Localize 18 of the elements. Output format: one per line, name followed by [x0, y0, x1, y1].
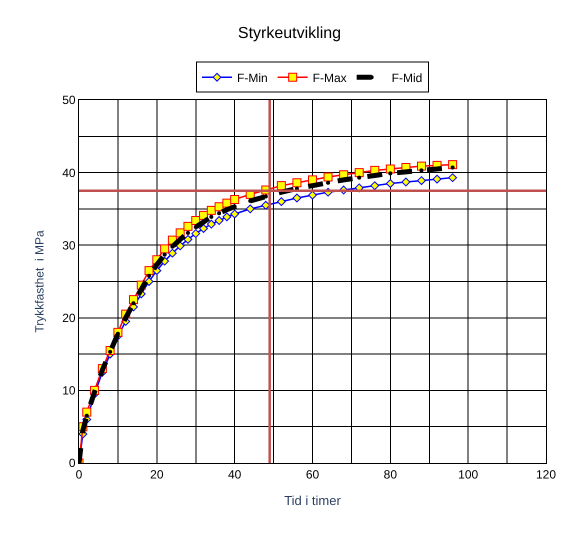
x-axis-title: Tid i timer [284, 493, 342, 508]
y-tick-label: 10 [62, 384, 76, 398]
y-tick-label: 30 [62, 238, 76, 252]
y-axis-title: Trykkfasthet i MPa [32, 230, 47, 333]
y-tick-label: 20 [62, 311, 76, 325]
x-tick-label: 60 [306, 467, 320, 482]
legend-label: F-Min [237, 70, 268, 85]
y-tick-label: 50 [62, 93, 76, 108]
x-tick-label: 40 [228, 467, 242, 482]
legend-label: F-Mid [392, 70, 422, 85]
legend-label: F-Max [312, 70, 347, 85]
x-tick-label: 80 [384, 467, 398, 482]
y-tick-label: 40 [62, 166, 76, 180]
x-tick-label: 20 [150, 467, 164, 482]
y-tick-label: 0 [68, 456, 76, 470]
chart-title: Styrkeutvikling [238, 24, 342, 42]
x-tick-label: 120 [536, 467, 556, 482]
x-tick-label: 100 [458, 467, 478, 482]
